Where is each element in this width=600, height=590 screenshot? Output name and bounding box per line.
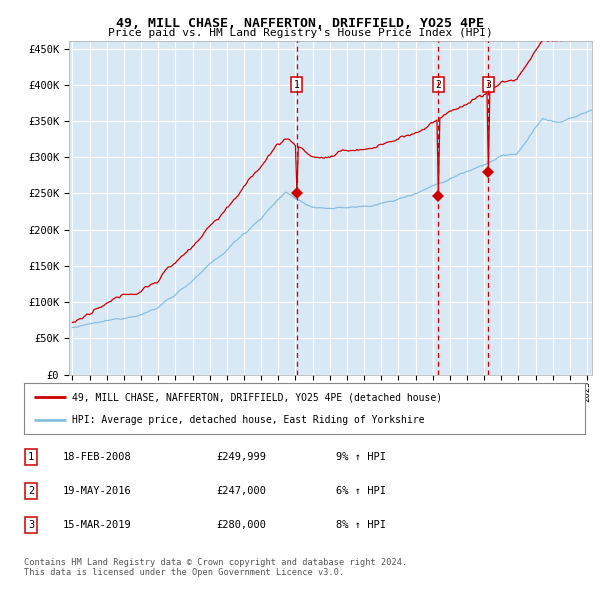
Text: 6% ↑ HPI: 6% ↑ HPI (336, 486, 386, 496)
Text: 9% ↑ HPI: 9% ↑ HPI (336, 453, 386, 462)
Text: 19-MAY-2016: 19-MAY-2016 (63, 486, 132, 496)
Text: £280,000: £280,000 (216, 520, 266, 530)
Text: 2: 2 (28, 486, 34, 496)
Text: 3: 3 (28, 520, 34, 530)
Text: 18-FEB-2008: 18-FEB-2008 (63, 453, 132, 462)
Text: 1: 1 (294, 80, 300, 90)
Text: Contains HM Land Registry data © Crown copyright and database right 2024.
This d: Contains HM Land Registry data © Crown c… (24, 558, 407, 577)
Text: HPI: Average price, detached house, East Riding of Yorkshire: HPI: Average price, detached house, East… (71, 415, 424, 425)
Text: 1: 1 (28, 453, 34, 462)
Text: £247,000: £247,000 (216, 486, 266, 496)
Text: £249,999: £249,999 (216, 453, 266, 462)
Text: Price paid vs. HM Land Registry's House Price Index (HPI): Price paid vs. HM Land Registry's House … (107, 28, 493, 38)
Text: 3: 3 (485, 80, 491, 90)
Text: 2: 2 (436, 80, 442, 90)
Text: 49, MILL CHASE, NAFFERTON, DRIFFIELD, YO25 4PE: 49, MILL CHASE, NAFFERTON, DRIFFIELD, YO… (116, 17, 484, 30)
Text: 15-MAR-2019: 15-MAR-2019 (63, 520, 132, 530)
Text: 49, MILL CHASE, NAFFERTON, DRIFFIELD, YO25 4PE (detached house): 49, MILL CHASE, NAFFERTON, DRIFFIELD, YO… (71, 392, 442, 402)
Text: 8% ↑ HPI: 8% ↑ HPI (336, 520, 386, 530)
